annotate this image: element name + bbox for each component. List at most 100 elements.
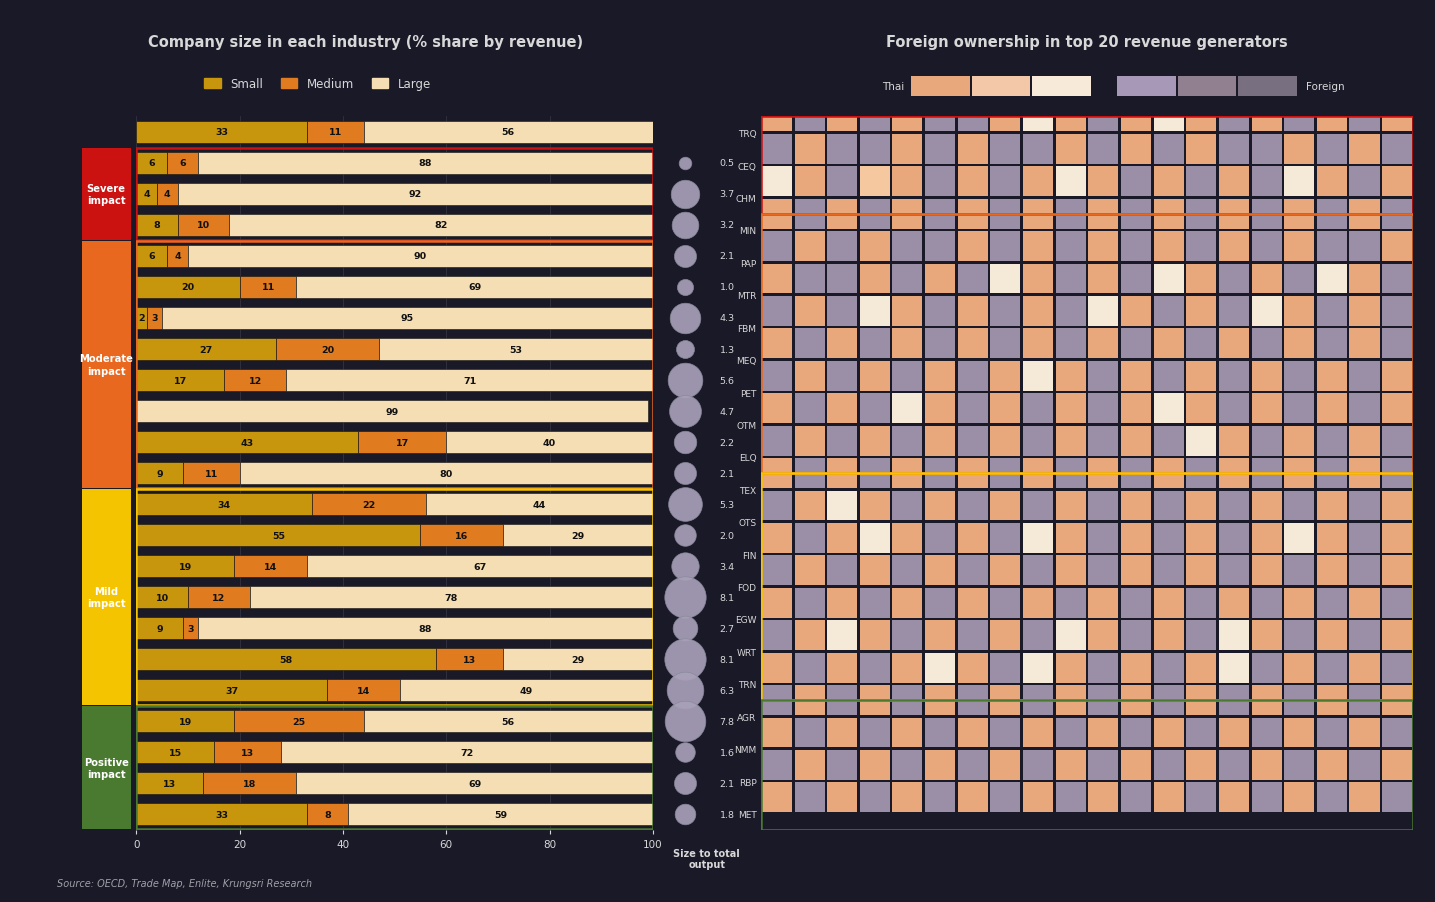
- Bar: [827, 458, 857, 489]
- Bar: [990, 394, 1020, 424]
- Text: 90: 90: [413, 253, 428, 262]
- Bar: [234, 710, 363, 732]
- Bar: [1382, 653, 1412, 683]
- Bar: [827, 523, 857, 553]
- Text: 6: 6: [148, 253, 155, 262]
- Bar: [1056, 491, 1086, 520]
- Bar: [1284, 264, 1314, 294]
- Bar: [1023, 491, 1053, 520]
- Text: 58: 58: [280, 655, 293, 664]
- Bar: [860, 556, 890, 585]
- Bar: [1088, 523, 1118, 553]
- Bar: [311, 493, 426, 516]
- Text: 9: 9: [156, 624, 164, 633]
- Bar: [893, 491, 923, 520]
- Bar: [893, 394, 923, 424]
- Text: 1.6: 1.6: [720, 748, 735, 757]
- Bar: [230, 215, 653, 237]
- Bar: [795, 588, 825, 618]
- Bar: [893, 588, 923, 618]
- Text: 2.7: 2.7: [720, 624, 735, 633]
- Bar: [1121, 621, 1151, 650]
- Bar: [198, 152, 653, 175]
- Bar: [1154, 427, 1184, 456]
- Text: 29: 29: [571, 655, 584, 664]
- Bar: [1023, 783, 1053, 813]
- Bar: [82, 149, 131, 241]
- Text: 4: 4: [144, 190, 151, 199]
- Bar: [1349, 297, 1379, 327]
- Bar: [926, 750, 956, 780]
- Text: 20: 20: [181, 283, 195, 292]
- Bar: [893, 653, 923, 683]
- Bar: [1154, 686, 1184, 715]
- Bar: [1317, 718, 1347, 748]
- Bar: [1284, 297, 1314, 327]
- Bar: [1238, 77, 1297, 97]
- Point: [674, 590, 697, 604]
- Bar: [893, 523, 923, 553]
- Bar: [1056, 264, 1086, 294]
- Bar: [990, 329, 1020, 359]
- Bar: [1121, 329, 1151, 359]
- Point: [674, 776, 697, 790]
- Bar: [1251, 588, 1281, 618]
- Bar: [1187, 556, 1217, 585]
- Bar: [926, 329, 956, 359]
- Bar: [926, 134, 956, 164]
- Bar: [957, 718, 987, 748]
- Bar: [1154, 102, 1184, 133]
- Point: [674, 157, 697, 171]
- Bar: [1284, 167, 1314, 197]
- Bar: [1349, 783, 1379, 813]
- Bar: [1088, 102, 1118, 133]
- Text: 13: 13: [164, 778, 177, 787]
- Bar: [1088, 232, 1118, 262]
- Text: 18: 18: [244, 778, 257, 787]
- Bar: [1284, 523, 1314, 553]
- Text: Severe
impact: Severe impact: [86, 183, 126, 206]
- Bar: [1088, 750, 1118, 780]
- Bar: [1382, 264, 1412, 294]
- Bar: [1121, 102, 1151, 133]
- Bar: [1154, 523, 1184, 553]
- Bar: [146, 308, 162, 330]
- Bar: [1154, 588, 1184, 618]
- Bar: [1187, 686, 1217, 715]
- Bar: [1251, 297, 1281, 327]
- Bar: [990, 653, 1020, 683]
- Bar: [1023, 134, 1053, 164]
- Bar: [762, 134, 792, 164]
- Bar: [1154, 329, 1184, 359]
- Bar: [762, 297, 792, 327]
- Bar: [1023, 199, 1053, 229]
- Text: 6: 6: [179, 160, 187, 169]
- Bar: [1187, 621, 1217, 650]
- Bar: [1251, 783, 1281, 813]
- Bar: [234, 556, 307, 577]
- Bar: [1088, 427, 1118, 456]
- Bar: [1218, 718, 1248, 748]
- Bar: [1251, 329, 1281, 359]
- Bar: [1251, 394, 1281, 424]
- Bar: [1218, 102, 1248, 133]
- Bar: [893, 102, 923, 133]
- Bar: [1251, 653, 1281, 683]
- Bar: [957, 134, 987, 164]
- Bar: [224, 370, 286, 391]
- Bar: [827, 199, 857, 229]
- Bar: [1056, 523, 1086, 553]
- Bar: [827, 134, 857, 164]
- Bar: [1088, 329, 1118, 359]
- Bar: [1317, 686, 1347, 715]
- Bar: [1317, 199, 1347, 229]
- Bar: [1382, 199, 1412, 229]
- Text: 3: 3: [188, 624, 194, 633]
- Bar: [1284, 718, 1314, 748]
- Text: Size to total
output: Size to total output: [673, 848, 740, 870]
- Bar: [1349, 718, 1379, 748]
- Bar: [1349, 686, 1379, 715]
- Bar: [1317, 523, 1347, 553]
- Bar: [795, 232, 825, 262]
- Bar: [1382, 297, 1412, 327]
